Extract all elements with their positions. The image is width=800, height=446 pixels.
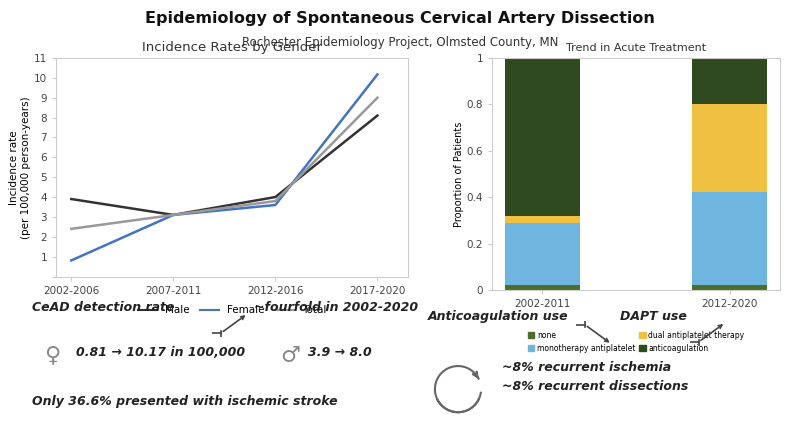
Bar: [692, 193, 767, 285]
Bar: [692, 285, 767, 290]
Legend: Male, Female, Total: Male, Female, Total: [134, 301, 330, 319]
Bar: [505, 285, 580, 290]
Male: [66, 196, 76, 202]
Text: 3.9 → 8.0: 3.9 → 8.0: [308, 346, 372, 359]
Bar: [505, 223, 580, 285]
Female: [169, 212, 178, 218]
Text: DAPT use: DAPT use: [620, 310, 687, 323]
Text: Anticoagulation use: Anticoagulation use: [428, 310, 569, 323]
Text: ~fourfold in 2002-2020: ~fourfold in 2002-2020: [254, 301, 418, 314]
Text: CeAD detection rate: CeAD detection rate: [32, 301, 174, 314]
Text: Rochester Epidemiology Project, Olmsted County, MN: Rochester Epidemiology Project, Olmsted …: [242, 36, 558, 49]
Text: Only 36.6% presented with ischemic stroke: Only 36.6% presented with ischemic strok…: [32, 395, 338, 408]
Line: Total: Total: [71, 98, 378, 229]
Female: [373, 72, 382, 77]
Bar: [505, 216, 580, 223]
Line: Female: Female: [71, 74, 378, 260]
Female: [66, 258, 76, 263]
Line: Male: Male: [71, 116, 378, 215]
Y-axis label: Proportion of Patients: Proportion of Patients: [454, 121, 464, 227]
Y-axis label: Incidence rate
(per 100,000 person-years): Incidence rate (per 100,000 person-years…: [10, 96, 31, 239]
Text: ~8% recurrent ischemia
~8% recurrent dissections: ~8% recurrent ischemia ~8% recurrent dis…: [502, 361, 689, 393]
Title: Incidence Rates by Gender: Incidence Rates by Gender: [142, 41, 322, 54]
Text: Epidemiology of Spontaneous Cervical Artery Dissection: Epidemiology of Spontaneous Cervical Art…: [145, 11, 655, 26]
Male: [270, 194, 280, 200]
Total: [373, 95, 382, 100]
Total: [66, 226, 76, 231]
Text: ♂: ♂: [280, 346, 300, 366]
Bar: [692, 58, 767, 104]
Total: [270, 198, 280, 204]
Female: [270, 202, 280, 208]
Bar: [692, 104, 767, 193]
Total: [169, 212, 178, 218]
Male: [169, 212, 178, 218]
Title: Trend in Acute Treatment: Trend in Acute Treatment: [566, 43, 706, 53]
Text: ♀: ♀: [44, 346, 60, 366]
Legend: none, monotherapy antiplatelet, dual antiplatelet therapy, anticoagulation: none, monotherapy antiplatelet, dual ant…: [525, 328, 747, 355]
Bar: [505, 58, 580, 216]
Male: [373, 113, 382, 118]
Text: 0.81 → 10.17 in 100,000: 0.81 → 10.17 in 100,000: [76, 346, 245, 359]
